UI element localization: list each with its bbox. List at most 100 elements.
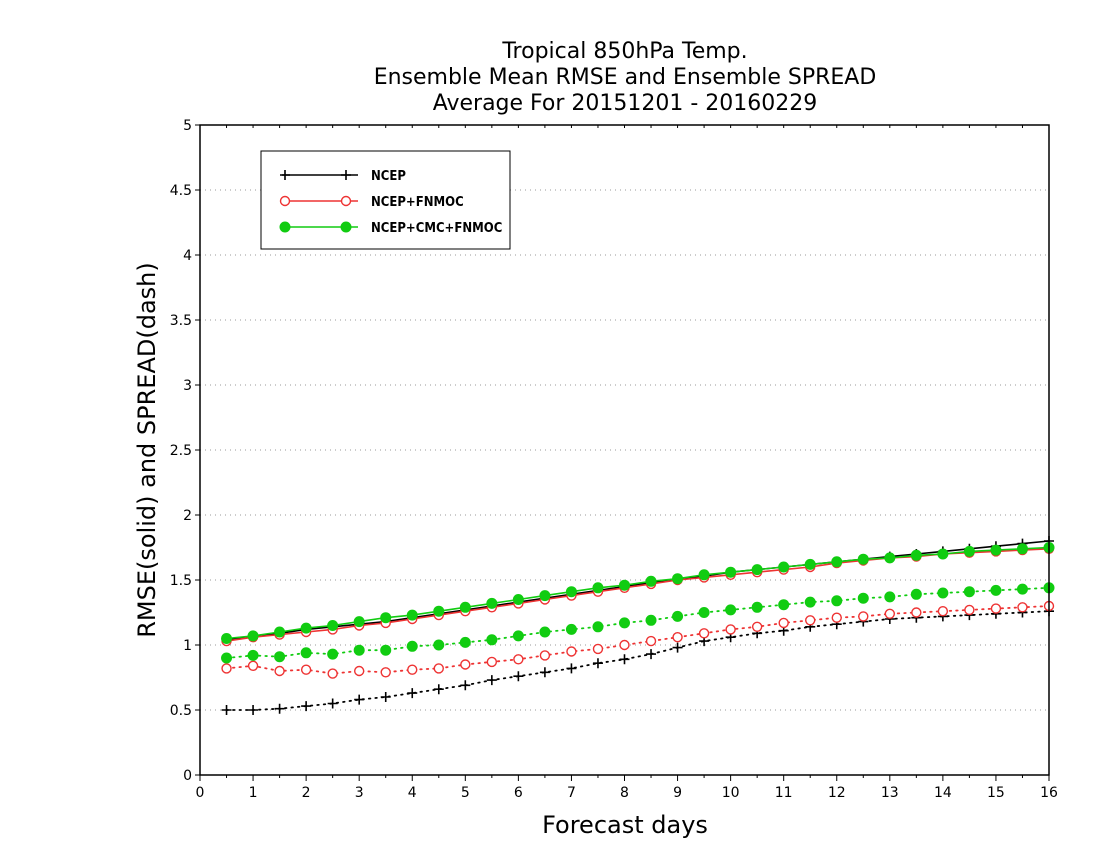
rmse-point (486, 597, 498, 609)
rmse-point (725, 566, 737, 578)
spread-point (619, 654, 630, 665)
legend-marker-start (279, 195, 291, 207)
spread-point (380, 667, 391, 678)
rmse-point (778, 561, 790, 573)
spread-point (990, 603, 1002, 614)
spread-point (725, 624, 736, 635)
spread-point (672, 632, 683, 643)
y-axis: 0 0.5 1 1.5 2 2.5 3 3.5 4 4.5 5 (170, 118, 200, 784)
x-tick-label: 6 (514, 785, 523, 801)
rmse-point (221, 633, 233, 644)
spread-point (221, 705, 232, 715)
rmse-point (698, 569, 710, 581)
x-tick-label: 1 (249, 785, 258, 801)
y-tick-label: 1 (183, 638, 192, 654)
series-layer (221, 536, 1055, 715)
spread-point (566, 663, 577, 674)
spread-point (460, 680, 471, 691)
spread-line (225, 610, 1050, 711)
y-tick-label: 3.5 (170, 313, 192, 329)
y-axis-label: RMSE(solid) and SPREAD(dash) (133, 262, 161, 638)
legend-box (260, 150, 511, 250)
x-axis: 0 1 2 3 4 5 6 7 8 9 10 11 12 13 14 15 16 (196, 125, 1058, 801)
spread-point (645, 614, 657, 626)
spread-point (380, 644, 392, 656)
series-ncep-cmc-fnmoc-rmse (221, 542, 1055, 644)
x-axis-label: Forecast days (542, 811, 708, 839)
chart-title-line-2: Ensemble Mean RMSE and Ensemble SPREAD (374, 65, 877, 90)
spread-point (486, 656, 498, 668)
rmse-point (751, 564, 763, 576)
y-tick-label: 2 (183, 508, 192, 524)
spread-point (539, 650, 551, 661)
rmse-point (512, 594, 524, 605)
x-tick-label: 4 (408, 785, 417, 801)
spread-point (964, 604, 975, 616)
spread-point (327, 698, 338, 709)
rmse-point (565, 586, 577, 598)
spread-point (619, 639, 630, 651)
spread-point (247, 649, 259, 661)
spread-point (698, 628, 710, 639)
spread-point (406, 640, 418, 652)
spread-point (354, 694, 365, 705)
x-tick-label: 16 (1040, 785, 1058, 801)
spread-point (539, 626, 551, 638)
x-tick-label: 12 (828, 785, 846, 801)
spread-point (725, 604, 737, 616)
spread-point (645, 635, 657, 647)
spread-point (274, 665, 285, 677)
series-ncep-fnmoc-rmse (221, 543, 1055, 647)
rmse-point (937, 548, 949, 560)
spread-point (353, 665, 365, 677)
legend-label: NCEP+CMC+FNMOC (371, 221, 502, 236)
rmse-line (226, 548, 1050, 642)
spread-point (539, 667, 550, 678)
rmse-point (459, 601, 471, 613)
spread-point (565, 623, 577, 635)
spread-point (433, 663, 444, 674)
spread-point (831, 612, 842, 623)
y-tick-label: 3 (183, 378, 192, 394)
spread-point (486, 634, 498, 646)
rmse-point (406, 609, 418, 621)
y-tick-label: 0 (183, 768, 192, 784)
spread-point (300, 664, 312, 675)
spread-point (248, 705, 259, 715)
spread-point (592, 621, 604, 633)
series-ncep-rmse (221, 536, 1054, 645)
spread-point (1016, 583, 1028, 595)
rmse-point (910, 549, 922, 561)
spread-point (300, 647, 312, 659)
spread-point (884, 591, 896, 603)
legend-marker-end (340, 221, 352, 233)
spread-point (831, 595, 843, 607)
legend-marker-end (340, 195, 352, 207)
rmse-point (857, 553, 869, 565)
spread-point (327, 648, 339, 660)
rmse-point (672, 573, 684, 585)
x-tick-label: 3 (355, 785, 364, 801)
spread-point (566, 646, 577, 657)
legend-entry: NCEP+FNMOC (279, 195, 464, 210)
spread-point (433, 684, 444, 695)
x-tick-label: 5 (461, 785, 470, 801)
x-tick-label: 7 (567, 785, 576, 801)
spread-point (805, 615, 816, 626)
legend-entry: NCEP+CMC+FNMOC (279, 221, 502, 236)
x-tick-label: 9 (673, 785, 682, 801)
rmse-point (1016, 543, 1028, 555)
series-ncep-fnmoc-spread (221, 600, 1055, 679)
y-tick-label: 4 (183, 248, 192, 264)
rmse-point (831, 556, 843, 568)
rmse-point (380, 612, 392, 624)
spread-point (778, 599, 790, 611)
spread-point (513, 671, 524, 682)
spread-point (460, 659, 471, 670)
spread-point (274, 651, 286, 663)
y-tick-label: 2.5 (170, 443, 192, 459)
spread-point (301, 701, 312, 712)
spread-point (698, 607, 710, 618)
y-tick-label: 1.5 (170, 573, 192, 589)
